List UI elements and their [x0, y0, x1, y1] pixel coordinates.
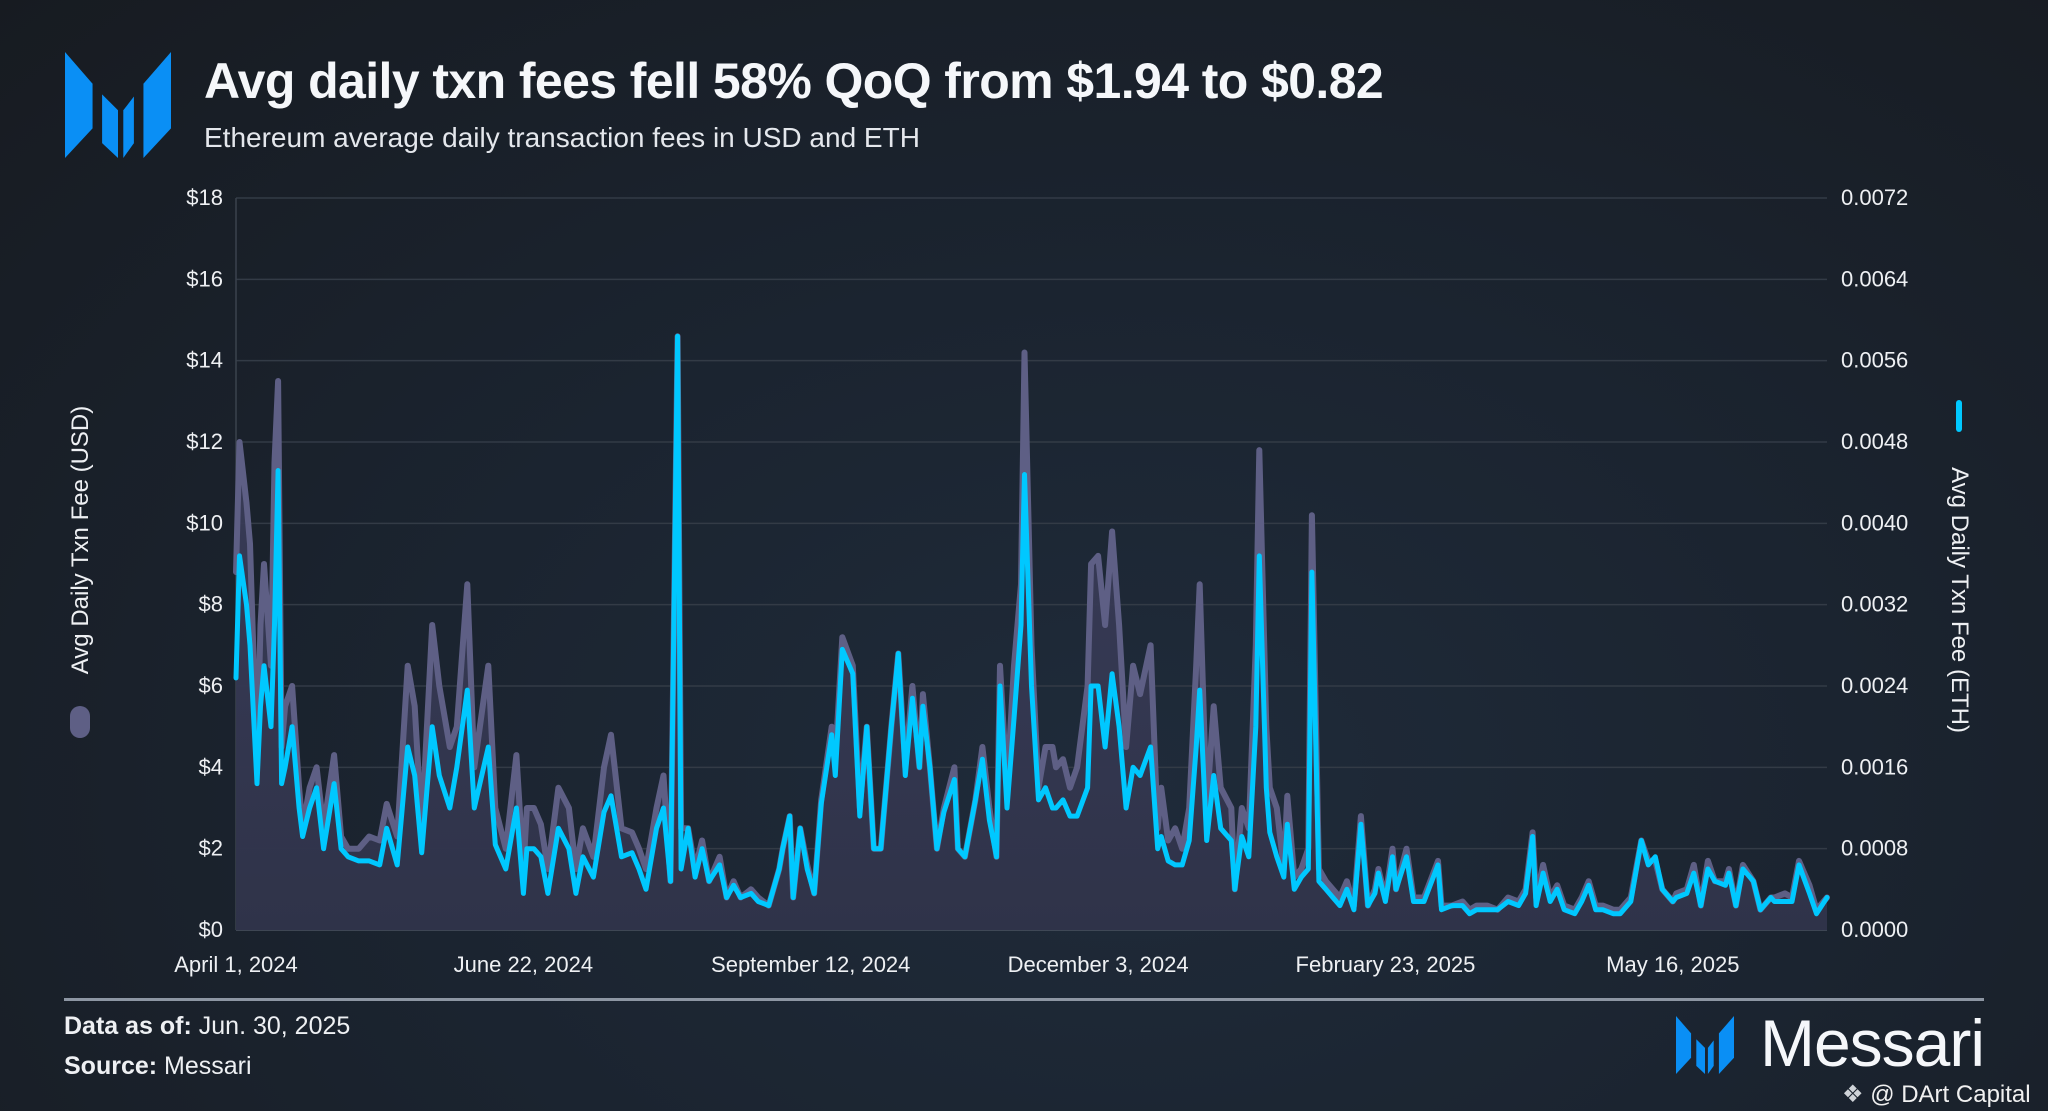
- x-tick-label: May 16, 2025: [1606, 952, 1739, 977]
- eth-line: [233, 333, 1830, 917]
- right-tick-label: 0.0000: [1841, 917, 1908, 942]
- right-axis-ticks: 0.0000 0.0008 0.0016 0.0024 0.0032 0.0040 0.00…: [1841, 185, 1908, 942]
- right-tick-label: 0.0008: [1841, 836, 1908, 861]
- eth-legend-marker: [1956, 400, 1962, 432]
- source: Source: Messari: [64, 1051, 252, 1081]
- right-tick-label: 0.0016: [1841, 754, 1908, 779]
- messari-logo-icon: [65, 52, 171, 158]
- chart-subtitle: Ethereum average daily transaction fees …: [204, 122, 920, 153]
- messari-brand: Messari: [1676, 1006, 1996, 1080]
- right-tick-label: 0.0064: [1841, 266, 1908, 291]
- x-tick-label: June 22, 2024: [454, 952, 593, 977]
- left-tick-label: $2: [199, 836, 223, 861]
- right-tick-label: 0.0072: [1841, 185, 1908, 210]
- source-label: Source:: [64, 1052, 158, 1080]
- x-tick-label: December 3, 2024: [1008, 952, 1189, 977]
- footer-divider: [64, 998, 1984, 1001]
- x-axis-ticks: April 1, 2024 June 22, 2024 September 12, …: [174, 952, 1739, 977]
- chart-title: Avg daily txn fees fell 58% QoQ from $1.…: [204, 53, 1384, 109]
- right-axis-title: Avg Daily Txn Fee (ETH): [1946, 400, 1973, 733]
- left-tick-label: $18: [186, 185, 223, 210]
- left-tick-label: $10: [186, 510, 223, 535]
- left-tick-label: $12: [186, 429, 223, 454]
- diamond-icon: ❖: [1842, 1081, 1864, 1108]
- brand-name: Messari: [1760, 1006, 1985, 1080]
- right-tick-label: 0.0024: [1841, 673, 1908, 698]
- eth-series: [233, 333, 1830, 917]
- right-axis-label: Avg Daily Txn Fee (ETH): [1946, 467, 1973, 733]
- right-tick-label: 0.0048: [1841, 429, 1908, 454]
- usd-area: [236, 336, 1827, 930]
- left-tick-label: $6: [199, 673, 223, 698]
- data-as-of-value: Jun. 30, 2025: [198, 1012, 351, 1040]
- right-tick-label: 0.0040: [1841, 510, 1908, 535]
- data-as-of: Data as of: Jun. 30, 2025: [64, 1011, 350, 1041]
- left-tick-label: $16: [186, 266, 223, 291]
- right-tick-label: 0.0032: [1841, 592, 1908, 617]
- messari-brand-logo-icon: [1676, 1016, 1734, 1074]
- left-axis-ticks: $0 $2 $4 $6 $8 $10 $12 $14 $16 $18: [186, 185, 223, 942]
- x-tick-label: September 12, 2024: [711, 952, 910, 977]
- source-value: Messari: [164, 1052, 252, 1080]
- right-tick-label: 0.0056: [1841, 348, 1908, 373]
- watermark-text: @ DArt Capital: [1870, 1081, 2031, 1108]
- usd-legend-marker: [70, 706, 90, 738]
- data-as-of-label: Data as of:: [64, 1012, 192, 1040]
- left-tick-label: $8: [199, 592, 223, 617]
- x-tick-label: February 23, 2025: [1296, 952, 1476, 977]
- left-tick-label: $14: [186, 348, 223, 373]
- left-tick-label: $4: [199, 754, 223, 779]
- left-axis-title: Avg Daily Txn Fee (USD): [67, 406, 94, 738]
- left-axis-label: Avg Daily Txn Fee (USD): [67, 406, 94, 675]
- x-tick-label: April 1, 2024: [174, 952, 298, 977]
- left-tick-label: $0: [199, 917, 223, 942]
- watermark: ❖ @ DArt Capital: [1842, 1082, 2031, 1108]
